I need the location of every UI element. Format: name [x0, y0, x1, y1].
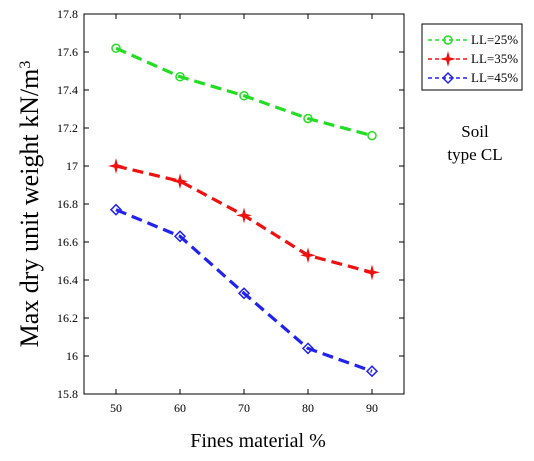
- y-axis-ticks: 15.8 16 16.2 16.4 16.6 16.8 17 17.2 17.4 17.6 17.8: [57, 7, 404, 401]
- y-axis-label-text: Max dry unit weight kN/m: [15, 69, 44, 348]
- series-1-point: [367, 130, 377, 141]
- y-tick-label: 17.6: [57, 45, 78, 59]
- series-1-point: [175, 71, 185, 82]
- series-2-point: [108, 158, 124, 174]
- series-2-point: [172, 173, 188, 190]
- y-tick-label: 16.2: [57, 311, 78, 325]
- series-1-point: [303, 113, 313, 124]
- series-1-point: [111, 43, 121, 53]
- x-axis-ticks: 50 60 70 80 90: [110, 14, 378, 415]
- legend-marker-1: [443, 35, 453, 45]
- soil-annotation-line1: Soil: [461, 122, 489, 141]
- series-3-point: [173, 230, 187, 243]
- y-tick-label: 17.8: [57, 7, 78, 21]
- series-3-point: [365, 365, 379, 378]
- x-tick-label: 60: [174, 401, 186, 415]
- plot-area: [83, 13, 405, 395]
- series-layer: [108, 43, 380, 378]
- y-tick-label: 17.2: [57, 121, 78, 135]
- series-2-point: [236, 207, 252, 224]
- legend-box: [421, 23, 523, 91]
- legend: LL=25% LL=35% LL=45%: [421, 23, 523, 91]
- series-line-1: [115, 46, 373, 138]
- series-2-point: [364, 264, 380, 281]
- x-tick-label: 80: [302, 401, 314, 415]
- y-tick-label: 15.8: [57, 387, 78, 401]
- y-tick-label: 17.4: [57, 83, 78, 97]
- series-3-point: [237, 287, 251, 300]
- y-axis-label: Max dry unit weight kN/m3: [15, 61, 44, 348]
- y-axis-label-superscript: 3: [17, 61, 34, 69]
- x-tick-label: 70: [238, 401, 250, 415]
- y-tick-label: 16.8: [57, 197, 78, 211]
- x-tick-label: 90: [366, 401, 378, 415]
- series-1-point: [239, 90, 249, 101]
- series-2-point: [300, 247, 316, 264]
- y-tick-label: 16.4: [57, 273, 78, 287]
- y-tick-label: 17: [66, 159, 78, 173]
- legend-marker-3: [441, 71, 455, 85]
- soil-annotation-line2: type CL: [447, 145, 502, 164]
- series-line-3: [115, 208, 373, 373]
- x-tick-label: 50: [110, 401, 122, 415]
- x-axis-label: Fines material %: [190, 430, 326, 452]
- legend-label-3: LL=45%: [471, 70, 518, 85]
- legend-items: LL=25% LL=35% LL=45%: [428, 32, 518, 85]
- y-tick-label: 16: [66, 349, 78, 363]
- legend-label-1: LL=25%: [471, 32, 518, 47]
- legend-label-2: LL=35%: [471, 51, 518, 66]
- legend-marker-2: [440, 51, 456, 67]
- y-tick-label: 16.6: [57, 235, 78, 249]
- series-3-point: [109, 203, 123, 216]
- series-3-point: [301, 342, 315, 355]
